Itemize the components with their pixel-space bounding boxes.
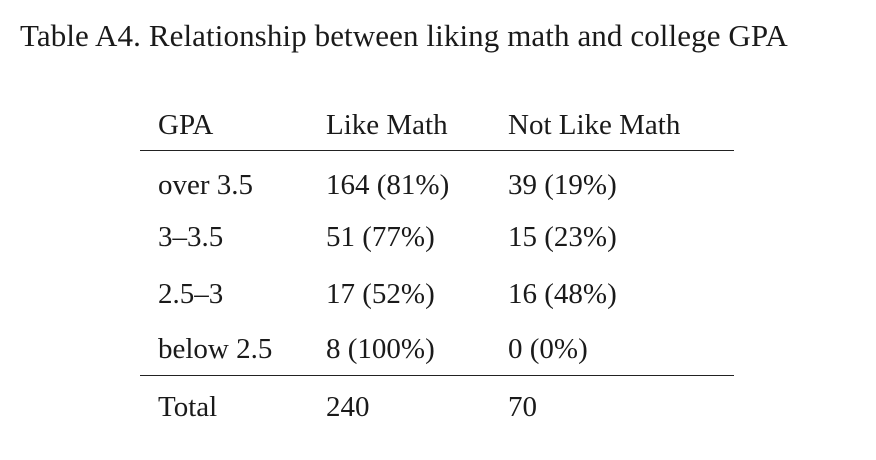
cell-like-math: 8 (100%): [308, 323, 490, 376]
table-row: over 3.5 164 (81%) 39 (19%): [140, 151, 734, 210]
header-like-math: Like Math: [308, 100, 490, 151]
cell-not-like-math: 39 (19%): [508, 168, 617, 201]
header-row: GPA Like Math Not Like Math: [140, 100, 734, 151]
table-caption: Table A4. Relationship between liking ma…: [20, 18, 788, 53]
header-not-like-math: Not Like Math: [490, 100, 734, 151]
gpa-table: GPA Like Math Not Like Math over 3.5 164…: [140, 100, 734, 438]
cell-gpa: below 2.5: [140, 323, 308, 376]
table-row: 3–3.5 51 (77%) 15 (23%): [140, 209, 734, 266]
gpa-table-container: GPA Like Math Not Like Math over 3.5 164…: [140, 100, 734, 438]
cell-like-math: 164 (81%): [326, 168, 450, 201]
total-like-math: 240: [326, 390, 370, 423]
cell-gpa: 3–3.5: [158, 221, 224, 253]
cell-not-like-math: 15 (23%): [508, 221, 617, 253]
cell-not-like-math: 16 (48%): [508, 278, 617, 310]
table-row: below 2.5 8 (100%) 0 (0%): [140, 323, 734, 376]
total-label: Total: [158, 390, 218, 423]
cell-gpa: over 3.5: [158, 168, 254, 201]
total-not-like-math: 70: [508, 390, 537, 423]
header-gpa: GPA: [140, 100, 308, 151]
cell-gpa: 2.5–3: [158, 278, 224, 310]
cell-not-like-math: 0 (0%): [490, 323, 734, 376]
cell-like-math: 51 (77%): [326, 221, 435, 253]
table-row: 2.5–3 17 (52%) 16 (48%): [140, 266, 734, 323]
total-row: Total 240 70: [140, 376, 734, 439]
cell-like-math: 17 (52%): [326, 278, 435, 310]
